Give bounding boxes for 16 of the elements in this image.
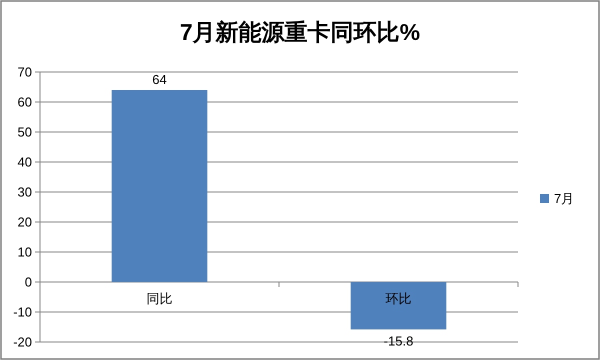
x-tick-label: 同比	[146, 291, 172, 306]
x-tick-label: 环比	[386, 291, 412, 306]
y-tick-label: -20	[13, 334, 32, 350]
y-tick-label: 20	[18, 214, 32, 230]
chart-title: 7月新能源重卡同环比%	[180, 19, 420, 45]
y-tick-label: -10	[13, 304, 32, 320]
y-tick-label: 40	[18, 154, 32, 170]
legend-label: 7月	[554, 191, 574, 206]
data-label: -15.8	[384, 333, 414, 348]
y-tick-label: 70	[18, 64, 32, 80]
y-tick-label: 10	[18, 244, 32, 260]
y-tick-label: 60	[18, 94, 32, 110]
y-tick-label: 50	[18, 124, 32, 140]
data-label: 64	[152, 72, 167, 87]
y-tick-label: 0	[24, 274, 32, 290]
y-tick-label: 30	[18, 184, 32, 200]
